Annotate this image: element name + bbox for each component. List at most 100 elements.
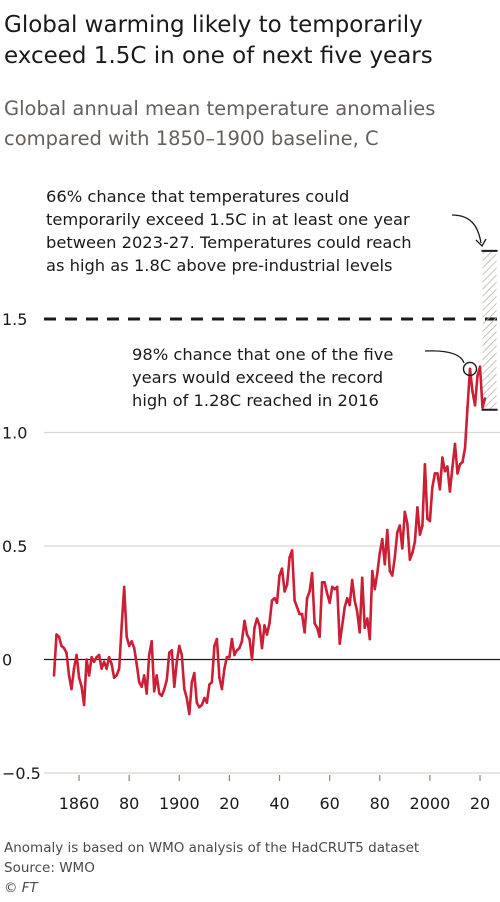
data-point: [65, 651, 68, 654]
data-point: [82, 703, 86, 707]
data-point: [85, 658, 88, 661]
data-point: [90, 655, 93, 659]
footer-source: Source: WMO: [4, 860, 95, 876]
data-point: [238, 646, 241, 650]
data-point: [323, 581, 326, 584]
data-point: [248, 637, 251, 641]
threshold-layer: [44, 249, 500, 411]
data-point: [102, 660, 106, 664]
data-point: [428, 519, 432, 523]
data-point: [195, 701, 199, 704]
data-point: [433, 472, 437, 475]
data-point: [373, 587, 377, 591]
data-point: [466, 406, 469, 409]
data-point: [481, 406, 484, 409]
data-point: [298, 612, 301, 616]
data-point: [398, 524, 402, 527]
annotation-top-leader: [451, 214, 482, 244]
data-point: [75, 653, 78, 657]
data-point: [293, 599, 296, 602]
data-point: [233, 653, 236, 657]
data-point: [260, 646, 264, 650]
data-point: [283, 590, 286, 593]
data-point: [408, 558, 412, 561]
data-point: [208, 683, 211, 686]
annotation-top-line-4: as high as 1.8C above pre-industrial lev…: [46, 256, 393, 275]
data-point: [278, 574, 281, 577]
data-point: [416, 506, 419, 509]
data-point: [223, 667, 226, 670]
data-point: [348, 603, 352, 607]
data-point: [125, 635, 128, 639]
data-point: [57, 635, 61, 639]
data-point: [77, 676, 81, 679]
annotation-record-line-1: 98% chance that one of the five: [132, 345, 393, 364]
data-point: [386, 528, 389, 532]
data-point: [376, 571, 379, 575]
footer-note: Anomaly is based on WMO analysis of the …: [4, 840, 420, 856]
data-point: [456, 472, 459, 475]
x-tick-label: 80: [370, 794, 390, 813]
chart-title: Global warming likely to temporarily exc…: [4, 12, 433, 69]
data-point: [426, 517, 429, 521]
annotation-record-leader: [424, 350, 465, 364]
data-point: [418, 533, 422, 536]
data-point: [230, 637, 234, 641]
data-point: [318, 635, 321, 639]
data-point: [87, 674, 91, 677]
data-point: [451, 465, 454, 468]
data-point: [268, 621, 271, 625]
data-point: [107, 655, 111, 659]
data-point: [320, 581, 324, 584]
data-point: [343, 606, 347, 609]
data-point: [350, 578, 354, 582]
data-point: [235, 649, 239, 652]
data-point: [135, 662, 138, 666]
data-point: [308, 590, 311, 593]
data-point: [463, 447, 467, 450]
data-point: [313, 621, 316, 625]
data-point: [178, 644, 181, 648]
x-tick-label: 2000: [410, 794, 451, 813]
data-point: [360, 576, 364, 580]
data-point: [250, 658, 254, 661]
data-point: [423, 463, 427, 466]
y-tick-label: 1.0: [2, 424, 27, 443]
data-point: [193, 671, 196, 675]
data-point: [70, 687, 73, 691]
data-point: [436, 472, 439, 475]
y-axis: −0.5 0 0.5 1.0 1.5: [2, 310, 41, 783]
data-point: [175, 660, 179, 664]
data-point: [358, 631, 362, 634]
data-point: [150, 640, 153, 643]
data-point: [285, 583, 289, 586]
data-point: [295, 606, 299, 609]
series-line: [52, 365, 487, 716]
x-tick-label: 20: [219, 794, 239, 813]
data-point: [160, 694, 164, 698]
data-point: [393, 556, 397, 559]
data-point: [168, 651, 171, 654]
data-point: [371, 569, 374, 573]
data-point: [325, 592, 329, 595]
data-point: [198, 705, 201, 709]
data-point: [72, 667, 76, 670]
data-point: [388, 569, 392, 573]
chart-subtitle: Global annual mean temperature anomalies…: [4, 97, 436, 150]
data-point: [378, 551, 382, 555]
data-point: [391, 574, 394, 577]
data-point: [333, 587, 337, 591]
data-point: [305, 596, 309, 600]
data-point: [368, 637, 372, 641]
data-point: [97, 653, 101, 657]
data-point: [110, 662, 113, 666]
data-point: [215, 637, 219, 641]
data-point: [446, 465, 449, 468]
data-point: [100, 667, 103, 670]
data-point: [130, 640, 133, 643]
chart-footer: Anomaly is based on WMO analysis of the …: [4, 838, 419, 898]
data-point: [421, 524, 424, 527]
data-point: [137, 680, 141, 684]
data-point: [145, 692, 148, 695]
data-point: [225, 655, 229, 659]
